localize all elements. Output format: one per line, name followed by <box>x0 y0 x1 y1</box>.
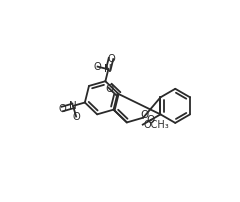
Text: N: N <box>104 64 112 74</box>
Text: OCH₃: OCH₃ <box>144 120 169 130</box>
Text: O: O <box>147 115 155 125</box>
Text: O: O <box>106 84 114 94</box>
Text: N: N <box>69 101 77 111</box>
Text: O: O <box>94 62 102 72</box>
Text: O: O <box>107 54 115 63</box>
Text: O: O <box>59 104 66 114</box>
Text: O: O <box>140 110 148 120</box>
Text: O: O <box>72 112 80 122</box>
